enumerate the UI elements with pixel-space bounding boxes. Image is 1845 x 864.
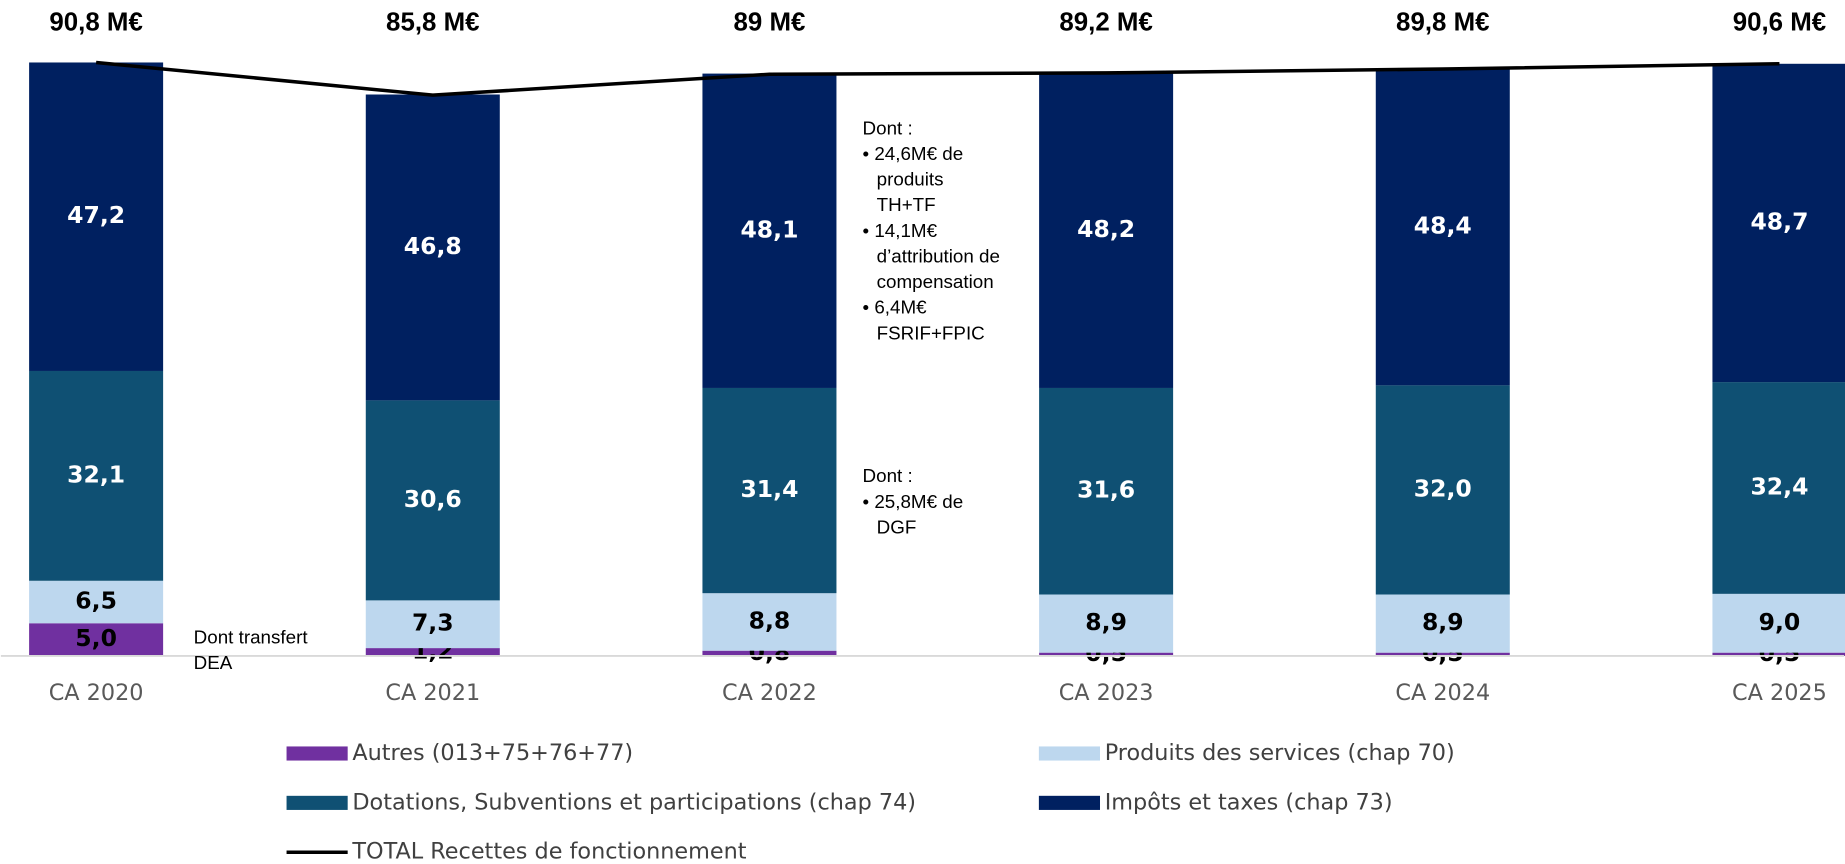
bar-segment (365, 94, 500, 401)
bar-segment (702, 73, 837, 388)
data-label: 8,9 (1422, 608, 1464, 636)
data-label: 5,0 (75, 624, 117, 652)
x-tick-label: CA 2025 (1732, 680, 1827, 706)
data-label: 48,4 (1414, 212, 1472, 240)
bar-segment (1375, 385, 1510, 595)
total-label: 85,8 M€ (386, 8, 479, 36)
bar-segment (365, 600, 500, 649)
bar-segment (1039, 72, 1174, 388)
data-label: 32,4 (1750, 472, 1808, 500)
legend-swatch (1038, 795, 1101, 810)
annotation: FSRIF+FPIC (877, 322, 985, 343)
legend-swatch (286, 746, 348, 761)
bar-segment (29, 623, 164, 656)
bar-segment (702, 650, 837, 656)
annotation: compensation (877, 271, 994, 292)
total-label: 90,8 M€ (49, 8, 142, 36)
legend-swatch (1038, 746, 1101, 761)
x-tick-label: CA 2024 (1395, 680, 1490, 706)
bar-segment (702, 593, 837, 651)
bar-segment (29, 580, 164, 624)
data-label: 32,1 (67, 460, 125, 488)
annotation: Dont : (863, 117, 913, 138)
legend-label: Autres (013+75+76+77) (352, 740, 633, 766)
data-label: 6,5 (75, 587, 117, 615)
total-label: 89,2 M€ (1059, 8, 1152, 36)
legend-swatch (286, 795, 348, 810)
bar-segment (1039, 652, 1174, 656)
total-line (95, 60, 1780, 97)
legend-label: Impôts et taxes (chap 73) (1105, 789, 1393, 815)
data-label: 32,0 (1414, 474, 1472, 502)
data-label: 9,0 (1759, 608, 1801, 636)
bar-segment (1712, 382, 1845, 594)
data-label: 8,8 (749, 606, 791, 634)
data-label: 48,7 (1750, 207, 1808, 235)
annotation: d’attribution de (877, 245, 1000, 266)
data-label: 31,4 (740, 475, 798, 503)
bar-segment (365, 648, 500, 656)
x-tick-label: CA 2020 (49, 680, 144, 706)
x-tick-label: CA 2021 (385, 680, 480, 706)
bar-segment (1375, 594, 1510, 653)
annotation: DEA (194, 652, 233, 673)
total-label: 89,8 M€ (1396, 8, 1489, 36)
x-tick-label: CA 2022 (722, 680, 817, 706)
total-label: 89 M€ (734, 8, 806, 36)
data-label: 30,6 (404, 485, 462, 513)
annotation: produits (877, 169, 944, 190)
bar-segment (29, 370, 164, 581)
legend-label: TOTAL Recettes de fonctionnement (351, 839, 746, 864)
legend-label: Dotations, Subventions et participations… (352, 789, 916, 815)
data-label: 48,2 (1077, 215, 1135, 243)
annotation: • 24,6M€ de (863, 143, 964, 164)
x-tick-label: CA 2023 (1059, 680, 1154, 706)
legend-label: Produits des services (chap 70) (1105, 740, 1455, 766)
data-label: 46,8 (404, 232, 462, 260)
bar-segment (1375, 69, 1510, 386)
bar-segment (1712, 63, 1845, 383)
data-label: 7,3 (412, 609, 454, 637)
annotation: Dont transfert (194, 626, 309, 647)
bar-segment (1712, 652, 1845, 656)
data-label: 48,1 (740, 215, 798, 243)
bar-segment (702, 387, 837, 594)
bar-segment (365, 400, 500, 601)
total-label: 90,6 M€ (1733, 8, 1826, 36)
annotation: DGF (877, 516, 917, 537)
data-label: 8,9 (1085, 608, 1127, 636)
bar-segment (1039, 387, 1174, 595)
data-label: 47,2 (67, 201, 125, 229)
annotation: • 6,4M€ (863, 297, 928, 318)
annotation: Dont : (863, 465, 913, 486)
data-label: 31,6 (1077, 476, 1135, 504)
bar-segment (1712, 593, 1845, 653)
annotation: • 14,1M€ (863, 220, 938, 241)
bar-segment (1039, 594, 1174, 653)
bar-segment (1375, 652, 1510, 656)
bar-segment (29, 62, 164, 371)
annotation: • 25,8M€ de (863, 491, 964, 512)
annotation: TH+TF (877, 194, 936, 215)
